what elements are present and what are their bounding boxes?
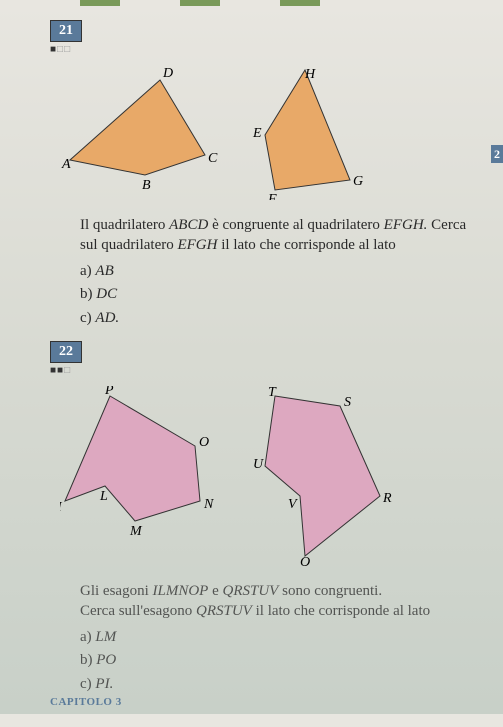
label-P: P bbox=[104, 386, 114, 398]
label-T: T bbox=[268, 386, 277, 400]
label-R: R bbox=[382, 491, 392, 506]
label-U: U bbox=[253, 457, 264, 472]
label-V: V bbox=[288, 497, 298, 512]
problem-21-options: a) AB b) DC c) AD. bbox=[80, 260, 473, 330]
footer-chapter: CAPITOLO 3 bbox=[50, 696, 122, 708]
option-21b: b) DC bbox=[80, 283, 473, 306]
top-tabs bbox=[0, 0, 503, 8]
label-I: I bbox=[60, 500, 63, 515]
figures-22: P O N M L I T S R Q V U bbox=[60, 386, 473, 566]
label-O: O bbox=[199, 435, 209, 450]
problem-22-text: Gli esagoni ILMNOP e QRSTUV sono congrue… bbox=[80, 581, 473, 622]
figure-qrstuv: T S R Q V U bbox=[250, 386, 395, 566]
option-22b: b) PO bbox=[80, 649, 473, 672]
label-B: B bbox=[142, 178, 151, 190]
option-22c: c) PI. bbox=[80, 673, 473, 696]
figure-ilmnop: P O N M L I bbox=[60, 386, 220, 536]
problem-21: 21 ■□□ A B C D E F G H Il quadrilatero A… bbox=[50, 20, 473, 329]
figures-21: A B C D E F G H bbox=[60, 65, 473, 200]
figure-abcd: A B C D bbox=[60, 65, 220, 190]
label-G: G bbox=[353, 174, 363, 189]
label-D: D bbox=[162, 66, 173, 81]
label-C: C bbox=[208, 151, 218, 166]
problem-number-22: 22 bbox=[50, 341, 82, 363]
difficulty-21: ■□□ bbox=[50, 44, 473, 55]
problem-22-options: a) LM b) PO c) PI. bbox=[80, 626, 473, 696]
label-Q: Q bbox=[300, 555, 310, 566]
label-L: L bbox=[99, 489, 108, 504]
page-edge-marker: 2 bbox=[491, 145, 503, 163]
label-F: F bbox=[267, 192, 277, 200]
difficulty-22: ■■□ bbox=[50, 365, 473, 376]
figure-efgh: E F G H bbox=[250, 65, 365, 200]
problem-number-21: 21 bbox=[50, 20, 82, 42]
problem-21-text: Il quadrilatero ABCD è congruente al qua… bbox=[80, 215, 473, 256]
label-N: N bbox=[203, 497, 214, 512]
option-22a: a) LM bbox=[80, 626, 473, 649]
option-21a: a) AB bbox=[80, 260, 473, 283]
label-H: H bbox=[304, 67, 316, 82]
problem-22: 22 ■■□ P O N M L I T S R Q V U bbox=[50, 341, 473, 695]
label-E: E bbox=[252, 126, 262, 141]
option-21c: c) AD. bbox=[80, 307, 473, 330]
label-S: S bbox=[344, 395, 351, 410]
label-A: A bbox=[61, 157, 71, 172]
label-M: M bbox=[129, 524, 143, 536]
